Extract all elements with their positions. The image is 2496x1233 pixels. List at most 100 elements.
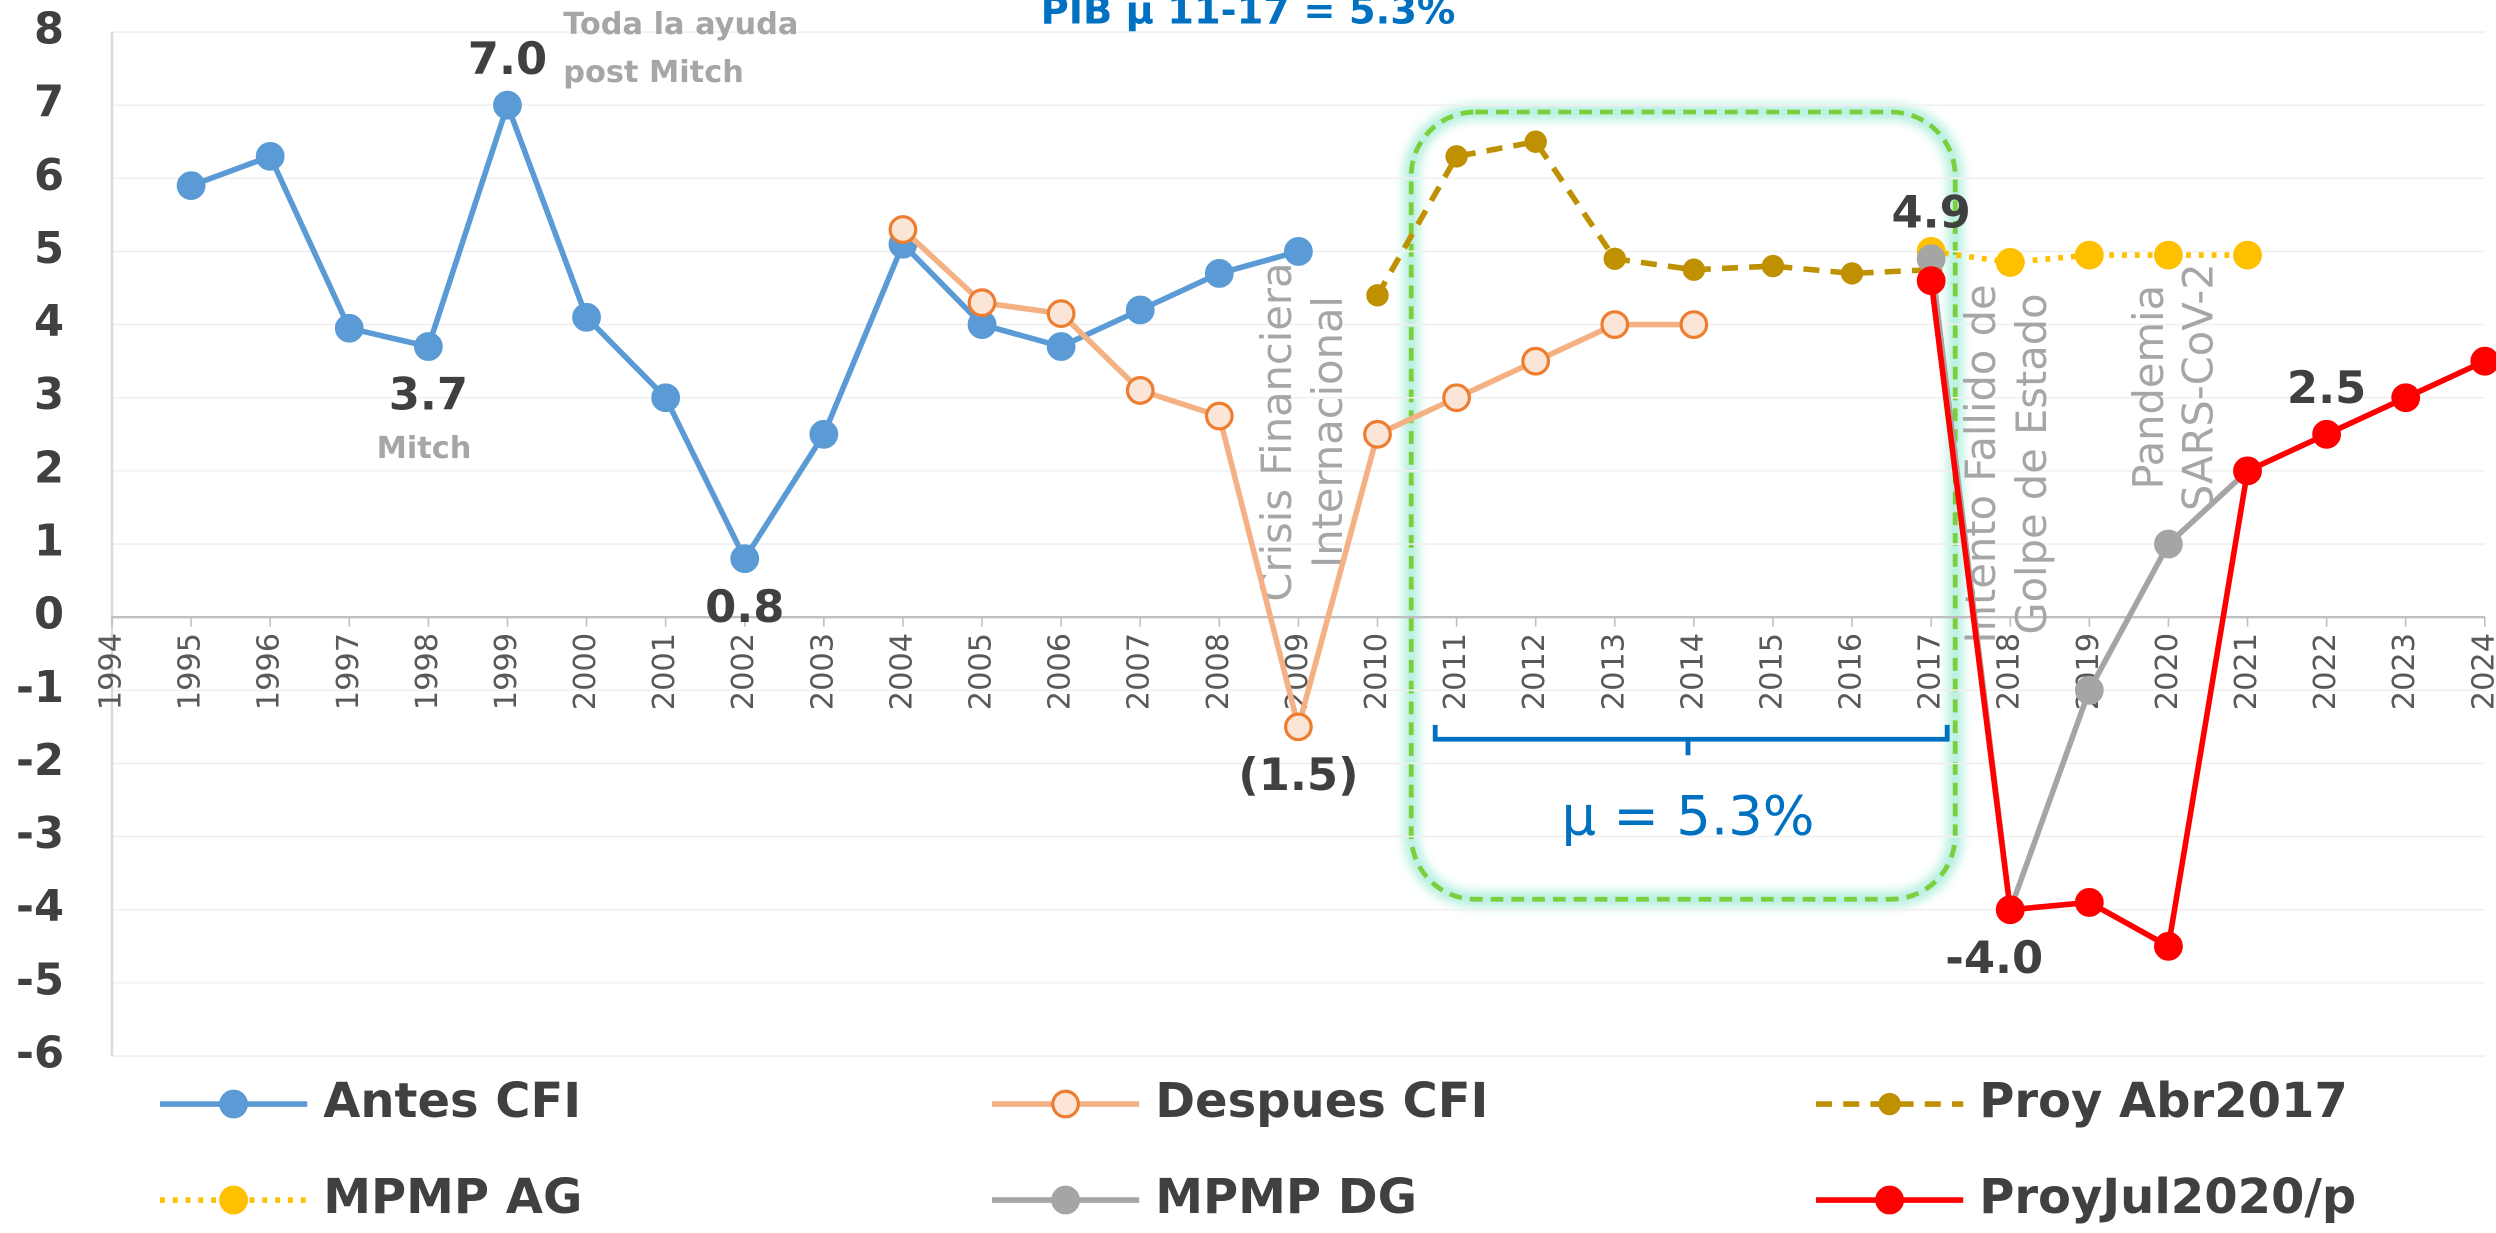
x-tick-label: 2017 bbox=[1913, 633, 1948, 710]
x-tick-label: 2016 bbox=[1834, 633, 1869, 710]
highlight-glow bbox=[1403, 104, 1964, 908]
marker bbox=[1761, 254, 1785, 278]
x-tick-label: 2021 bbox=[2229, 633, 2264, 710]
y-tick-label: 4 bbox=[34, 297, 64, 347]
y-tick-label: 5 bbox=[34, 224, 64, 274]
y-tick-label: 1 bbox=[34, 517, 64, 567]
legend-label: ProyJul2020/p bbox=[1979, 1169, 2356, 1225]
marker bbox=[1284, 237, 1313, 266]
y-tick-label: -1 bbox=[16, 663, 64, 713]
legend-label: Proy Abr2017 bbox=[1979, 1073, 2348, 1129]
marker bbox=[572, 302, 601, 332]
marker bbox=[1995, 895, 2025, 925]
marker bbox=[1125, 295, 1155, 325]
marker bbox=[1363, 419, 1392, 449]
x-tick-label: 2008 bbox=[1201, 633, 1236, 710]
annotation: Intento Fallido de bbox=[1956, 284, 2005, 643]
x-tick-label: 2000 bbox=[568, 633, 603, 710]
x-tick-label: 2023 bbox=[2387, 633, 2422, 710]
x-tick-label: 2006 bbox=[1043, 633, 1078, 710]
x-tick-label: 2011 bbox=[1438, 633, 1473, 710]
marker bbox=[2154, 529, 2183, 559]
x-tick-label: 2024 bbox=[2466, 633, 2496, 710]
x-tick-label: 2004 bbox=[884, 633, 919, 710]
bracket bbox=[1432, 724, 1950, 756]
data-label: (1.5) bbox=[1238, 748, 1358, 801]
x-tick-label: 2012 bbox=[1517, 633, 1552, 710]
x-tick-label: 1999 bbox=[489, 633, 524, 710]
annotation: Crisis Financiera bbox=[1252, 262, 1301, 601]
marker bbox=[493, 90, 522, 120]
data-label: 4.9 bbox=[1891, 186, 1970, 239]
marker bbox=[1995, 248, 2025, 277]
marker bbox=[2391, 383, 2421, 413]
y-tick-label: -5 bbox=[16, 955, 64, 1005]
y-tick-label: -3 bbox=[16, 809, 64, 859]
marker bbox=[1046, 332, 1076, 361]
legend-label: MPMP AG bbox=[323, 1169, 582, 1225]
marker bbox=[2074, 675, 2104, 705]
legend-marker bbox=[1878, 1092, 1901, 1116]
y-tick-label: 2 bbox=[34, 443, 64, 493]
x-tick-label: 1994 bbox=[94, 633, 129, 710]
marker bbox=[1204, 258, 1234, 288]
data-label: -4.0 bbox=[1945, 931, 2043, 984]
data-label: 0.8 bbox=[705, 580, 784, 633]
annotation: Toda la ayuda bbox=[563, 7, 798, 42]
marker bbox=[1521, 346, 1551, 376]
marker bbox=[2074, 240, 2104, 270]
x-tick-label: 2014 bbox=[1675, 633, 1710, 710]
marker bbox=[2154, 931, 2183, 961]
annotation: SARS-CoV-2 bbox=[2174, 263, 2223, 511]
legend-label: MPMP DG bbox=[1155, 1169, 1417, 1225]
y-tick-label: 3 bbox=[34, 370, 64, 420]
x-tick-label: 1997 bbox=[331, 633, 366, 710]
data-label: 2.5 bbox=[2287, 361, 2366, 414]
legend-marker bbox=[1875, 1185, 1905, 1215]
marker bbox=[1603, 247, 1626, 270]
x-tick-label: 2007 bbox=[1122, 633, 1157, 710]
marker bbox=[809, 419, 839, 449]
marker bbox=[1204, 401, 1234, 431]
marker bbox=[1442, 383, 1471, 413]
x-tick-label: 2010 bbox=[1359, 633, 1394, 710]
data-label: 3.7 bbox=[389, 368, 468, 421]
legend-label: Antes CFI bbox=[323, 1073, 581, 1129]
marker bbox=[176, 171, 206, 201]
marker bbox=[1916, 266, 1946, 296]
legend-marker bbox=[1051, 1185, 1081, 1215]
chart-title: PIB μ 11-17 = 5.3% bbox=[1041, 0, 1456, 33]
marker bbox=[2470, 346, 2496, 376]
annotation: Mitch bbox=[377, 431, 472, 466]
marker bbox=[2233, 456, 2262, 486]
annotation: μ = 5.3% bbox=[1562, 784, 1815, 847]
y-tick-label: -4 bbox=[16, 882, 64, 932]
marker bbox=[255, 141, 285, 171]
marker bbox=[2312, 419, 2342, 449]
marker bbox=[2074, 888, 2104, 917]
highlight-box bbox=[1408, 109, 1958, 902]
x-tick-label: 2003 bbox=[805, 633, 840, 710]
marker bbox=[1125, 376, 1155, 405]
series-line bbox=[1375, 138, 1932, 297]
legend-marker bbox=[1051, 1089, 1081, 1119]
x-tick-label: 2005 bbox=[964, 633, 999, 710]
marker bbox=[334, 313, 364, 343]
x-tick-label: 2013 bbox=[1596, 633, 1631, 710]
annotation: Pandemia bbox=[2124, 285, 2173, 490]
marker bbox=[1840, 262, 1864, 285]
x-tick-label: 2022 bbox=[2308, 633, 2343, 710]
annotation: post Mitch bbox=[563, 55, 744, 90]
marker bbox=[2233, 240, 2262, 270]
marker bbox=[888, 215, 918, 244]
marker bbox=[2154, 240, 2183, 270]
marker bbox=[730, 544, 760, 574]
marker bbox=[1284, 712, 1313, 742]
x-tick-label: 1995 bbox=[173, 633, 208, 710]
y-tick-label: 0 bbox=[34, 590, 64, 640]
marker bbox=[413, 332, 443, 361]
marker bbox=[1366, 284, 1389, 307]
data-label: 7.0 bbox=[468, 32, 547, 85]
